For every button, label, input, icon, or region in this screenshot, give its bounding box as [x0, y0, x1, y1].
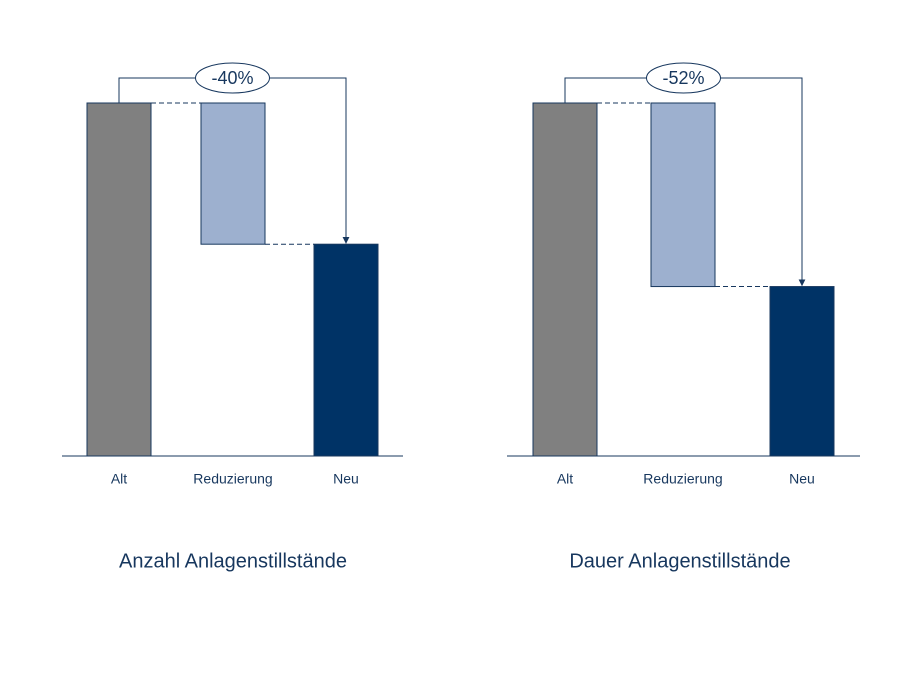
value-label: -52%	[662, 68, 704, 88]
x-tick-label: Neu	[333, 471, 359, 487]
label-bubble	[646, 62, 721, 94]
x-tick-label: Reduzierung	[643, 471, 722, 487]
x-tick-label: Reduzierung	[193, 471, 272, 487]
bar	[200, 102, 266, 245]
bar	[650, 102, 716, 288]
label-bubble	[195, 62, 270, 94]
chart-title: Anzahl Anlagenstillstände	[119, 550, 347, 572]
bar	[769, 286, 835, 457]
bar	[532, 102, 598, 457]
chart-title: Dauer Anlagenstillstände	[569, 550, 790, 572]
x-tick-label: Alt	[111, 471, 127, 487]
x-tick-label: Alt	[557, 471, 573, 487]
bar	[86, 102, 152, 457]
x-tick-label: Neu	[789, 471, 815, 487]
value-label: -40%	[211, 68, 253, 88]
bar	[313, 243, 379, 457]
